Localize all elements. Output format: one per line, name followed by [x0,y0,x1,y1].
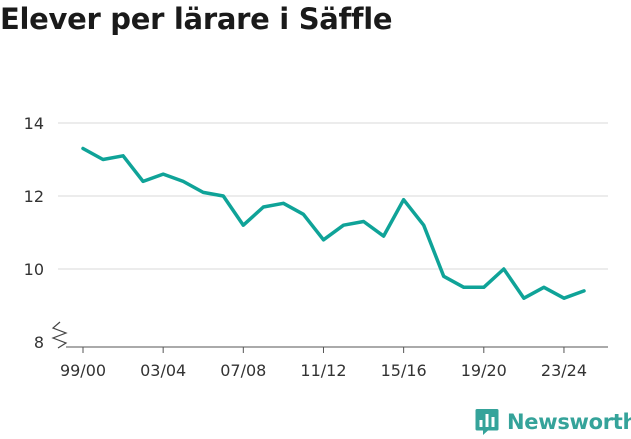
data-point: 16/17: 11.2 [420,221,428,229]
data-point: 06/07: 12 [219,192,227,200]
x-tick-label: 15/16 [381,361,427,380]
x-tick-label: 11/12 [300,361,346,380]
data-point: 11/12: 10.8 [319,236,327,244]
data-point: 13/14: 11.3 [360,218,368,226]
y-tick-label: 12 [24,187,44,206]
data-point: 99/00: 13.3 [79,145,87,153]
data-point: 14/15: 10.9 [380,232,388,240]
data-point: 08/09: 11.7 [259,203,267,211]
x-axis [58,346,608,353]
x-tick-label: 99/00 [60,361,106,380]
brand-name: Newsworthy [507,410,631,434]
x-tick-label: 07/08 [220,361,266,380]
data-point: 09/10: 11.8 [279,199,287,207]
data-point: 12/13: 11.2 [340,221,348,229]
data-point: 18/19: 9.5 [460,283,468,291]
gridlines [58,122,608,270]
chart-title: Elever per lärare i Säffle [0,2,393,36]
y-tick-label: 10 [24,260,44,279]
series-layer: 99/00: 13.3 00/01: 13 01/02: 13.1 02/03: 12… [79,145,588,302]
data-point: 07/08: 11.2 [239,221,247,229]
line-chart: 8 10 12 14 99/00 03/04 07/08 11/12 15/16 19/20 23… [24,114,608,380]
data-point: 17/18: 9.8 [440,272,448,280]
data-point: 22/23: 9.5 [540,283,548,291]
newsworthy-branding: Newsworthy [475,406,631,438]
newsworthy-logo-icon [475,409,499,435]
data-point: 01/02: 13.1 [119,152,127,160]
x-tick-label: 19/20 [461,361,507,380]
data-point: 23/24: 9.2 [560,294,568,302]
data-point: 02/03: 12.4 [139,177,147,185]
data-point: 15/16: 11.9 [400,196,408,204]
data-point: 00/01: 13 [99,156,107,164]
data-point: 04/05: 12.4 [179,177,187,185]
series-line [81,146,586,300]
y-tick-label: 14 [24,114,44,133]
data-point: 19/20: 9.5 [480,283,488,291]
data-point: 20/21: 10 [500,265,508,273]
x-tick-label: 23/24 [541,361,587,380]
x-tick-labels: 99/00 03/04 07/08 11/12 15/16 19/20 23/24 [60,361,587,380]
data-point: 24/25: 9.4 [580,287,588,295]
data-point: 21/22: 9.2 [520,294,528,302]
data-point: 10/11: 11.5 [299,210,307,218]
y-tick-label: 8 [34,333,44,352]
y-axis: 8 10 12 14 [24,114,44,352]
data-point: 05/06: 12.1 [199,188,207,196]
axis-break-icon [51,320,68,349]
data-point: 03/04: 12.6 [159,170,167,178]
x-tick-label: 03/04 [140,361,186,380]
